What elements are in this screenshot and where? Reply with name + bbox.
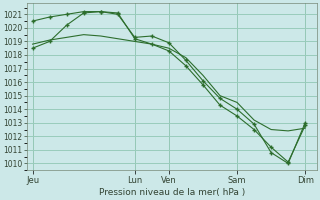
- X-axis label: Pression niveau de la mer( hPa ): Pression niveau de la mer( hPa ): [99, 188, 245, 197]
